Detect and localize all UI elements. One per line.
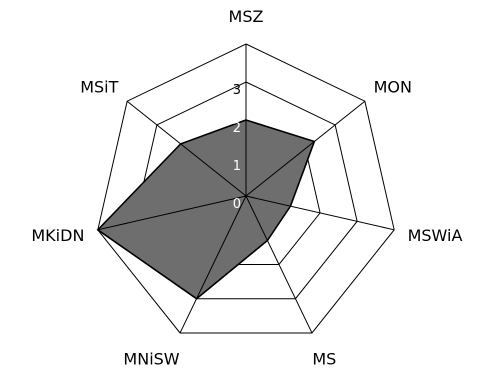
axis-label-mkidn: MKiDN xyxy=(31,226,84,245)
radar-axis-labels: MSZ MON MSWiA MS MNiSW MKiDN MSiT xyxy=(31,7,462,369)
axis-label-msit: MSiT xyxy=(80,77,118,96)
spoke-mswia xyxy=(245,195,395,231)
grid-ring-4 xyxy=(97,43,395,334)
axis-label-mswia: MSWiA xyxy=(408,226,463,245)
tick-label-1: 1 xyxy=(233,159,241,174)
axis-label-msz: MSZ xyxy=(229,7,264,26)
spoke-mnisw xyxy=(179,195,247,334)
axis-label-ms: MS xyxy=(312,350,336,369)
spoke-msit xyxy=(126,100,247,197)
spoke-mon xyxy=(245,100,366,197)
spoke-mkidn xyxy=(97,195,247,231)
grid-ring-3 xyxy=(134,81,358,300)
tick-label-2: 2 xyxy=(233,121,241,136)
axis-label-mnisw: MNiSW xyxy=(123,350,179,369)
radar-series xyxy=(96,119,316,300)
radar-spokes xyxy=(97,44,395,334)
series-area-0 xyxy=(96,119,316,300)
axis-label-mon: MON xyxy=(374,77,412,96)
radar-tick-labels: 0 1 2 3 xyxy=(233,83,241,212)
tick-label-3: 3 xyxy=(233,83,241,98)
tick-label-0: 0 xyxy=(233,197,241,212)
spoke-ms xyxy=(245,195,313,334)
